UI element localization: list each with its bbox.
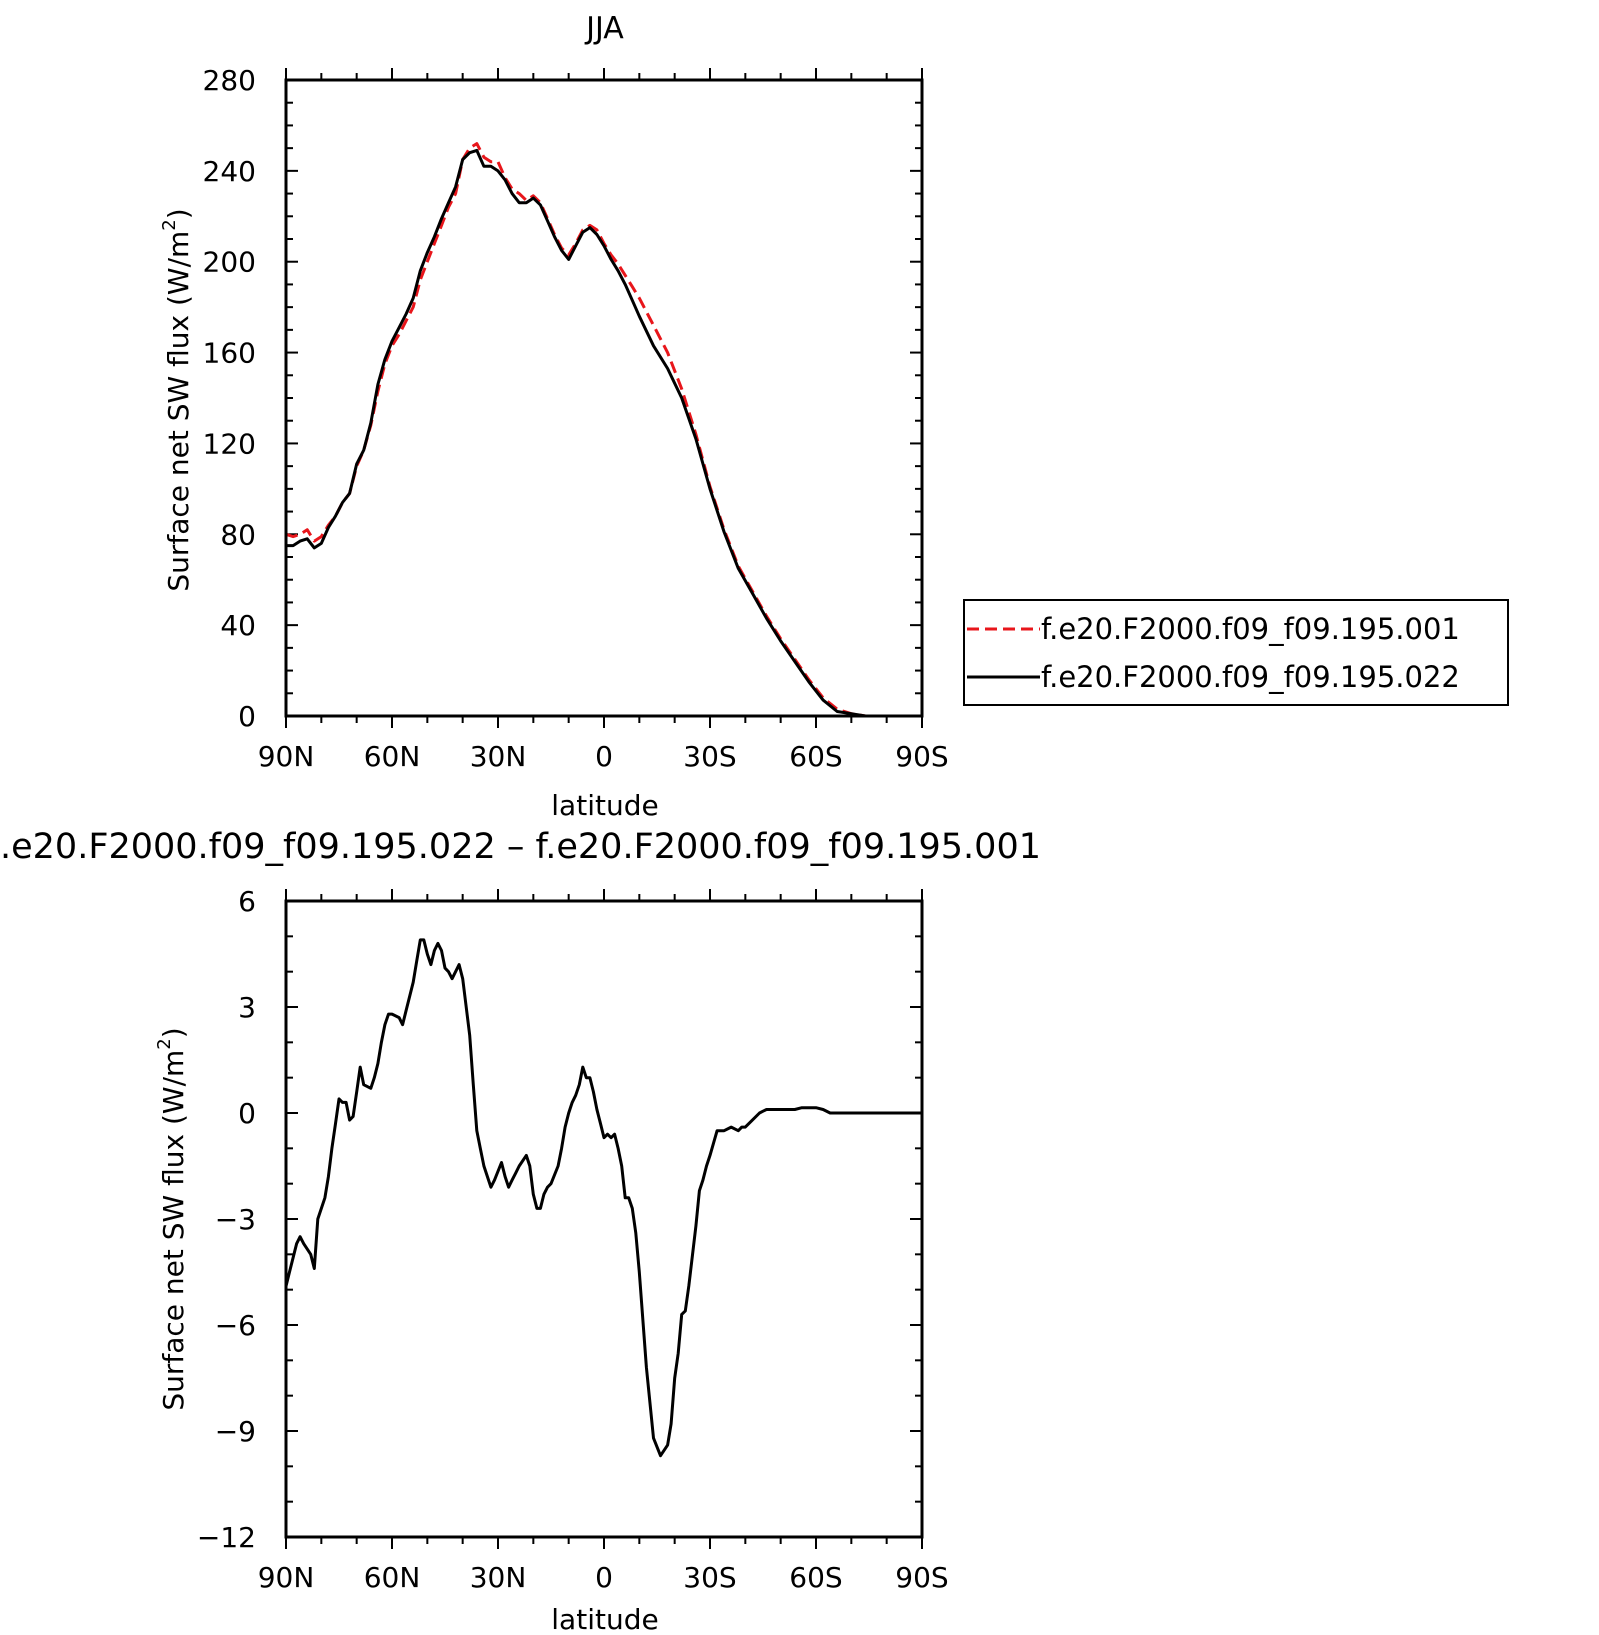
bottom-y-tick-label: −3 xyxy=(215,1203,256,1236)
top-x-tick-label: 30N xyxy=(470,740,527,773)
bottom-y-tick-label: −6 xyxy=(215,1309,256,1342)
top-x-tick-label: 30S xyxy=(683,740,736,773)
top-y-axis-label-main: Surface net SW flux (W/m xyxy=(162,231,195,592)
top-series-line-0 xyxy=(285,142,922,718)
bottom-x-tick-label: 60S xyxy=(789,1561,842,1594)
bottom-plot-frame xyxy=(284,899,924,1539)
top-x-tick-label: 0 xyxy=(595,740,613,773)
svg-text:Surface net SW flux (W/m2): Surface net SW flux (W/m2) xyxy=(154,1027,190,1410)
bottom-x-tick-label: 30S xyxy=(683,1561,736,1594)
top-x-axis-label: latitude xyxy=(551,789,658,822)
top-y-tick-label: 280 xyxy=(203,64,256,97)
top-y-tick-label: 40 xyxy=(220,609,256,642)
svg-text:Surface net SW flux (W/m2): Surface net SW flux (W/m2) xyxy=(159,208,195,591)
bottom-y-tick-label: −9 xyxy=(215,1415,256,1448)
top-plot-frame xyxy=(284,78,924,718)
bottom-y-tick-label: 6 xyxy=(238,885,256,918)
bottom-x-tick-label: 90N xyxy=(258,1561,315,1594)
top-y-tick-label: 0 xyxy=(238,700,256,733)
bottom-panel: .e20.F2000.f09_f09.195.022 – f.e20.F2000… xyxy=(0,827,1041,1635)
top-y-tick-label: 200 xyxy=(203,246,256,279)
bottom-x-tick-label: 30N xyxy=(470,1561,527,1594)
bottom-series-line-0 xyxy=(284,938,922,1458)
top-series-line-1 xyxy=(286,148,922,718)
bottom-x-tick-label: 0 xyxy=(595,1561,613,1594)
legend-box xyxy=(963,599,1509,706)
bottom-series-lines xyxy=(284,938,922,1458)
bottom-y-axis-label: Surface net SW flux (W/m2) xyxy=(154,1027,190,1410)
top-x-tick-label: 90N xyxy=(258,740,315,773)
top-y-axis-label: Surface net SW flux (W/m2) xyxy=(159,208,195,591)
bottom-x-axis-label: latitude xyxy=(551,1603,658,1635)
bottom-x-tick-label: 90S xyxy=(895,1561,948,1594)
bottom-y-axis-label-end: ) xyxy=(157,1027,190,1038)
legend-label-022: f.e20.F2000.f09_f09.195.022 xyxy=(1041,660,1460,694)
bottom-x-tick-label: 60N xyxy=(364,1561,421,1594)
top-axis-ticks: 90N 60N 30N 0 30S 60S 90S 0 40 80 120 160 200 240 280 xyxy=(203,64,949,773)
top-y-tick-label: 120 xyxy=(203,427,256,460)
bottom-y-axis-label-main: Surface net SW flux (W/m xyxy=(157,1050,190,1411)
top-x-tick-label: 90S xyxy=(895,740,948,773)
top-y-axis-label-end: ) xyxy=(162,208,195,219)
top-y-tick-label: 160 xyxy=(203,337,256,370)
top-x-tick-label: 60S xyxy=(789,740,842,773)
top-x-tick-label: 60N xyxy=(364,740,421,773)
bottom-chart-title: .e20.F2000.f09_f09.195.022 – f.e20.F2000… xyxy=(0,827,1041,867)
legend-label-001: f.e20.F2000.f09_f09.195.001 xyxy=(1041,612,1460,646)
bottom-y-tick-label: −12 xyxy=(197,1521,256,1554)
bottom-y-tick-label: 3 xyxy=(238,991,256,1024)
top-series-lines xyxy=(285,142,922,718)
top-y-tick-label: 80 xyxy=(220,518,256,551)
top-y-tick-label: 240 xyxy=(203,155,256,188)
top-panel: JJA Surface net SW flux (W/m2) latitude … xyxy=(159,11,1509,822)
legend: f.e20.F2000.f09_f09.195.001 f.e20.F2000.… xyxy=(963,599,1509,706)
bottom-y-axis-label-sup: 2 xyxy=(154,1038,175,1049)
top-chart-title: JJA xyxy=(584,11,624,46)
bottom-y-tick-label: 0 xyxy=(238,1097,256,1130)
bottom-axis-ticks: 90N 60N 30N 0 30S 60S 90S −12 −9 −6 −3 0 3 6 xyxy=(197,885,949,1594)
top-y-axis-label-sup: 2 xyxy=(159,219,180,230)
